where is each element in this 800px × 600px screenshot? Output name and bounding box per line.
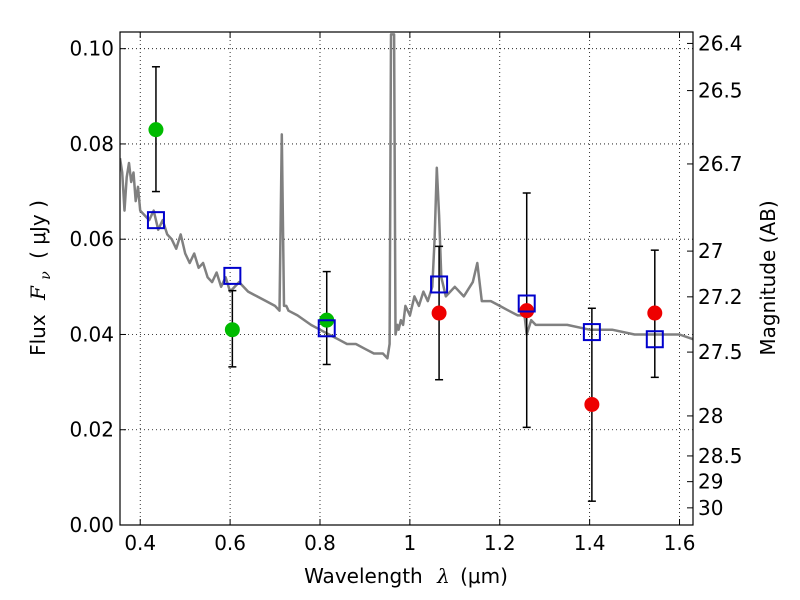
red-data-point [431, 305, 447, 321]
y-tick-label: 0.10 [69, 37, 114, 61]
y2-tick-label: 28 [698, 404, 723, 428]
model-flux-square [517, 294, 536, 313]
y2-tick-label: 26.7 [698, 152, 743, 176]
y-tick-label: 0.02 [69, 418, 114, 442]
y-axis-label-symbol: F [26, 285, 50, 301]
model-flux-square [430, 275, 449, 294]
y-tick-label: 0.06 [69, 227, 114, 251]
plot-area [120, 33, 693, 502]
y2-tick-label: 29 [698, 470, 723, 494]
red-data-point [584, 396, 600, 412]
y-axis-label-subscript: ν [38, 271, 54, 280]
green-data-point [224, 322, 240, 338]
y-axis-ticks: 0.00 0.02 0.04 0.06 0.08 0.10 [69, 37, 126, 537]
y2-tick-label: 26.4 [698, 31, 743, 55]
y-axis-label: Flux F ν ( μJy ) [26, 200, 55, 356]
plot-frame [119, 31, 694, 526]
y2-tick-label: 27.2 [698, 285, 743, 309]
red-data-point [647, 305, 663, 321]
gridlines [120, 32, 693, 526]
model-flux-square [317, 319, 336, 338]
x-tick-label: 0.8 [304, 531, 336, 555]
y-tick-label: 0.04 [69, 322, 114, 346]
y-axis-label-prefix: Flux [26, 314, 50, 356]
y2-tick-label: 28.5 [698, 444, 743, 468]
x-tick-label: 1.2 [484, 531, 516, 555]
x-axis-label-prefix: Wavelength [304, 564, 423, 588]
marker-layer [146, 122, 664, 412]
y-tick-label: 0.00 [69, 513, 114, 537]
spectrum-line [120, 33, 693, 360]
spectrum-layer [120, 33, 693, 360]
y2-tick-label: 26.5 [698, 79, 743, 103]
y-tick-label: 0.08 [69, 132, 114, 156]
y2-tick-label: 27 [698, 239, 723, 263]
x-tick-label: 1.4 [574, 531, 606, 555]
green-data-point [148, 122, 164, 138]
model-flux-square [582, 323, 601, 342]
y2-tick-label: 27.5 [698, 340, 743, 364]
x-axis-ticks: 0.4 0.6 0.8 1 1.2 1.4 1.6 [124, 32, 695, 555]
y2-axis-label: Magnitude (AB) [756, 200, 780, 355]
y-axis-label-unit: ( μJy ) [26, 200, 50, 259]
y2-tick-label: 30 [698, 496, 723, 520]
x-tick-label: 0.4 [124, 531, 156, 555]
x-tick-label: 1 [404, 531, 417, 555]
model-flux-square [223, 266, 242, 285]
x-axis-label-symbol: λ [436, 564, 450, 588]
x-axis-label-unit: (μm) [460, 564, 508, 588]
x-tick-label: 0.6 [214, 531, 246, 555]
x-tick-label: 1.6 [664, 531, 696, 555]
model-flux-square [645, 330, 664, 349]
x-axis-label: Wavelength λ (μm) [304, 564, 508, 588]
model-flux-square [146, 211, 165, 230]
